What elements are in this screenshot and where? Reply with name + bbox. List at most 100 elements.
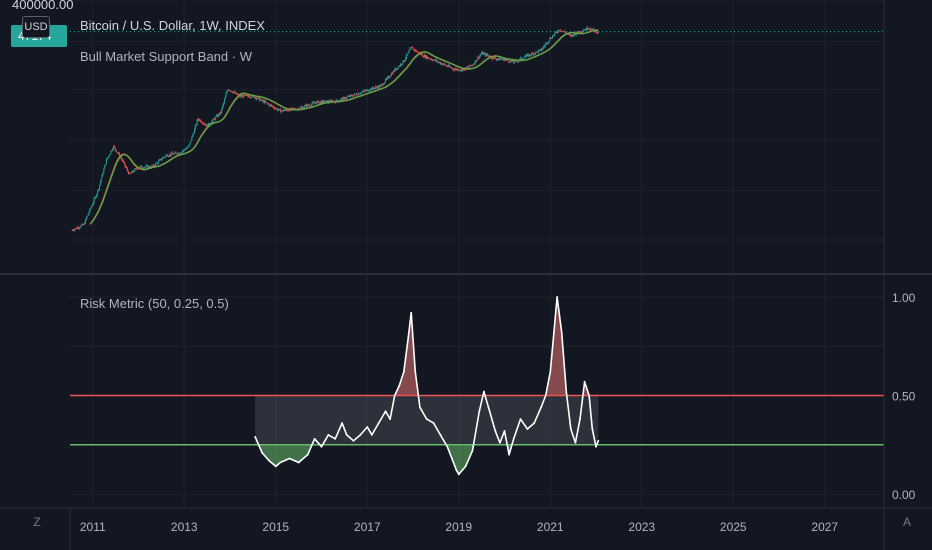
candle-body (487, 55, 489, 57)
candle-body (226, 91, 228, 94)
candle-body (434, 59, 436, 61)
symbol-title[interactable]: Bitcoin / U.S. Dollar, 1W, INDEX (80, 18, 265, 33)
candle-body (380, 85, 382, 86)
candle-body (377, 85, 379, 89)
candle-body (355, 93, 356, 95)
risk-metric-title[interactable]: Risk Metric (50, 0.25, 0.5) (80, 296, 229, 311)
candle-body (106, 158, 108, 160)
candle-body (553, 33, 555, 36)
risk-high-fill (255, 297, 599, 396)
candle-body (560, 30, 561, 32)
candle-body (325, 100, 327, 102)
candle-body (454, 69, 456, 71)
candle-body (177, 153, 179, 155)
risk-point (597, 439, 600, 442)
candle-body (362, 91, 363, 93)
time-tick-label: 2015 (262, 520, 289, 534)
candle-body (273, 106, 275, 108)
candle-body (548, 40, 550, 43)
candle-body (207, 124, 209, 127)
risk-point (494, 430, 497, 432)
candle-body (417, 51, 419, 53)
candle-body (296, 108, 298, 110)
candle-body (290, 108, 292, 110)
candle-body (465, 67, 467, 69)
candle-body (381, 84, 383, 86)
risk-low-fill (255, 444, 599, 475)
candle-body (174, 152, 176, 154)
candle-body (104, 165, 106, 169)
candle-body (582, 31, 583, 33)
risk-point (320, 445, 323, 448)
candle-body (469, 64, 471, 67)
price-pane[interactable] (70, 25, 884, 232)
candle-body (102, 173, 104, 175)
candle-body (91, 204, 93, 207)
candle-body (303, 105, 305, 108)
risk-point (306, 453, 309, 456)
candle-body (80, 225, 82, 228)
candle-body (405, 58, 407, 61)
candle-body (388, 76, 390, 78)
candle-body (508, 60, 509, 62)
risk-point (377, 422, 380, 424)
candle-body (219, 112, 221, 115)
risk-point (389, 418, 392, 421)
candle-body (91, 206, 92, 209)
auto-scale-button[interactable]: A (902, 515, 911, 529)
candle-body (533, 53, 535, 55)
candle-body (195, 124, 197, 126)
candle-body (143, 167, 145, 169)
candle-body (492, 58, 494, 60)
candle-body (162, 157, 164, 160)
candle-body (133, 171, 135, 173)
risk-point (439, 434, 442, 436)
candle-body (216, 115, 218, 117)
candle-body (115, 149, 117, 152)
time-tick-label: 2019 (445, 520, 472, 534)
candle-body (486, 54, 488, 56)
candle-body (393, 70, 395, 72)
candle-body (109, 153, 111, 156)
study-title[interactable]: Bull Market Support Band · W (80, 49, 252, 64)
candle-body (413, 49, 415, 51)
candle-body (557, 31, 559, 33)
candle-body (345, 98, 347, 100)
zoom-button[interactable]: Z (33, 515, 41, 529)
candle-body (449, 65, 451, 67)
candle-body (106, 159, 107, 165)
candle-body (126, 167, 128, 169)
currency-button[interactable]: USD (22, 16, 50, 38)
candle-body (444, 64, 446, 66)
candle-body (93, 198, 95, 203)
candle-body (540, 49, 542, 51)
candle-body (570, 34, 572, 37)
risk-point (464, 465, 467, 468)
candle-body (73, 230, 75, 232)
candle-body (403, 60, 405, 62)
candle-body (375, 86, 377, 88)
candle-body (571, 34, 573, 37)
candle-body (206, 124, 208, 126)
candle-body (587, 27, 589, 30)
candle-body (218, 114, 220, 115)
candle-body (535, 51, 537, 54)
candle-body (595, 30, 597, 32)
candle-body (453, 69, 455, 71)
candle-body (432, 60, 434, 61)
candle-body (519, 58, 521, 60)
candle-body (202, 123, 204, 125)
candle-body (459, 70, 461, 72)
candle-body (384, 82, 385, 85)
candle-body (438, 61, 440, 63)
candle-body (532, 53, 534, 55)
risk-pane[interactable] (70, 296, 884, 476)
candle-body (307, 104, 309, 106)
candle-body (76, 227, 78, 229)
candle-body (236, 92, 238, 95)
candle-body (452, 68, 454, 70)
candle-body (440, 63, 442, 64)
candle-body (141, 165, 143, 168)
candle-body (534, 53, 536, 55)
